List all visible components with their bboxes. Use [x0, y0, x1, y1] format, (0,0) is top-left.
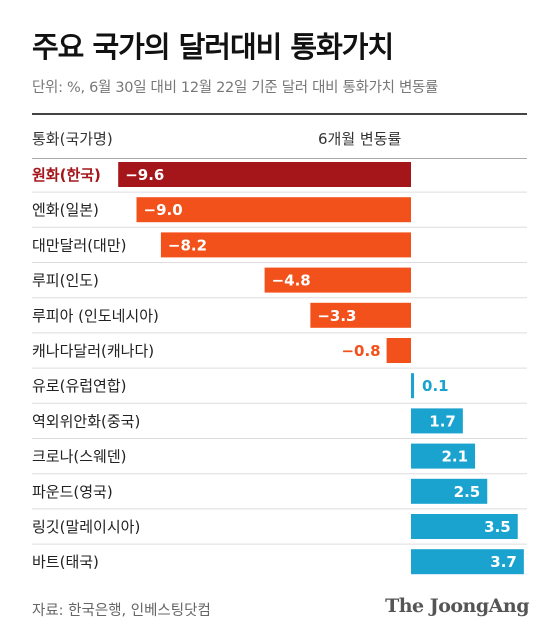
category-label: 바트(태국) — [32, 553, 99, 571]
category-label: 링깃(말레이시아) — [32, 518, 140, 536]
value-label: 3.5 — [484, 518, 511, 536]
category-label: 유로(유럽연합) — [32, 377, 127, 395]
publisher-logo: The JoongAng — [385, 595, 529, 617]
bar — [160, 232, 411, 258]
bar — [118, 162, 411, 187]
value-label: 2.5 — [454, 483, 481, 501]
category-label: 역외위안화(중국) — [32, 412, 140, 430]
value-label: −0.8 — [341, 342, 380, 360]
value-label: 0.1 — [422, 377, 449, 395]
category-column-header: 통화(국가명) — [32, 130, 113, 148]
chart-subtitle: 단위: %, 6월 30일 대비 12월 22일 기준 달러 대비 통화가치 변… — [32, 80, 439, 96]
value-label: −3.3 — [317, 307, 356, 325]
chart-title: 주요 국가의 달러대비 통화가치 — [32, 30, 394, 64]
category-label: 루피아 (인도네시아) — [32, 307, 159, 325]
value-label: −9.6 — [125, 166, 164, 184]
value-column-header: 6개월 변동률 — [318, 130, 402, 148]
value-label: 3.7 — [490, 553, 517, 571]
bar — [411, 408, 463, 434]
category-label: 루피(인도) — [32, 272, 99, 290]
category-label: 엔화(일본) — [32, 201, 99, 219]
header-rule — [32, 158, 527, 159]
bar — [411, 443, 476, 469]
category-label: 원화(한국) — [32, 166, 101, 184]
value-label: −8.2 — [168, 236, 207, 254]
category-label: 크로나(스웨덴) — [32, 448, 127, 466]
bar — [136, 197, 411, 223]
value-label: 1.7 — [429, 412, 456, 430]
category-label: 대만달러(대만) — [32, 236, 127, 254]
value-label: −4.8 — [272, 272, 311, 290]
source-note: 자료: 한국은행, 인베스팅닷컴 — [32, 603, 211, 619]
value-label: −9.0 — [144, 201, 183, 219]
bar — [411, 514, 518, 539]
top-rule — [32, 113, 527, 115]
value-label: 2.1 — [441, 448, 468, 466]
bar — [264, 267, 411, 293]
category-label: 캐나다달러(캐나다) — [32, 342, 154, 360]
bar — [386, 338, 411, 363]
bar — [411, 478, 488, 504]
bar — [310, 302, 411, 328]
bar — [411, 549, 524, 575]
category-label: 파운드(영국) — [32, 483, 113, 501]
bar — [411, 373, 415, 399]
